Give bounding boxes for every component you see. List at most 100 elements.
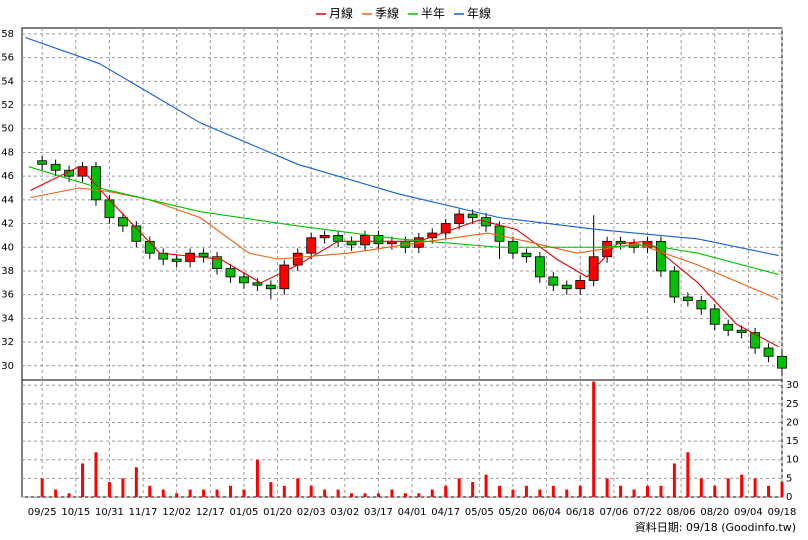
x-tick-label: 05/05 bbox=[465, 507, 494, 518]
volume-bar bbox=[161, 489, 165, 497]
volume-bar bbox=[323, 489, 327, 497]
legend-label: 年線 bbox=[467, 6, 491, 21]
y-tick-label: 42 bbox=[1, 219, 14, 230]
candle-body bbox=[440, 223, 451, 234]
y-tick-label: 52 bbox=[1, 100, 14, 111]
y-tick-label: 30 bbox=[1, 361, 14, 372]
volume-bar bbox=[121, 478, 125, 497]
candle-body bbox=[252, 282, 263, 286]
volume-bar bbox=[148, 485, 152, 497]
volume-tick-label: 20 bbox=[786, 417, 799, 428]
volume-bar bbox=[296, 478, 300, 497]
volume-bar bbox=[350, 493, 354, 497]
legend-label: 月線 bbox=[329, 6, 353, 21]
y-tick-label: 44 bbox=[1, 195, 14, 206]
volume-bar bbox=[551, 485, 555, 497]
candle-body bbox=[521, 252, 532, 258]
volume-bar bbox=[498, 485, 502, 497]
moving-average-line bbox=[25, 36, 779, 257]
candle-body bbox=[656, 240, 666, 272]
volume-bar bbox=[255, 459, 259, 497]
y-tick-label: 34 bbox=[1, 313, 14, 324]
candle-body bbox=[239, 276, 249, 284]
candle-body bbox=[279, 264, 290, 290]
volume-bar bbox=[403, 493, 407, 497]
volume-bar bbox=[430, 489, 434, 497]
volume-bar bbox=[753, 478, 757, 497]
volume-bar bbox=[242, 489, 246, 497]
volume-bar bbox=[713, 485, 717, 497]
candle-body bbox=[682, 296, 693, 301]
volume-tick-label: 15 bbox=[786, 436, 799, 447]
volume-bar bbox=[686, 452, 690, 497]
x-tick-label: 10/31 bbox=[95, 507, 124, 518]
x-tick-label: 08/06 bbox=[667, 507, 696, 518]
volume-bar bbox=[740, 474, 744, 497]
x-tick-label: 10/15 bbox=[61, 507, 90, 518]
volume-tick-label: 10 bbox=[786, 455, 799, 466]
candle-body bbox=[306, 237, 317, 254]
volume-tick-label: 25 bbox=[786, 399, 799, 410]
candle-body bbox=[763, 347, 774, 357]
candle-body bbox=[265, 284, 276, 290]
candle-body bbox=[319, 235, 330, 239]
moving-average-line bbox=[28, 166, 779, 276]
volume-bar bbox=[605, 478, 609, 497]
candle-body bbox=[117, 217, 128, 227]
x-tick-label: 07/22 bbox=[633, 507, 662, 518]
x-tick-label: 01/20 bbox=[263, 507, 292, 518]
legend-label: 半年 bbox=[421, 7, 445, 21]
candle-body bbox=[777, 355, 787, 369]
candle-body bbox=[575, 280, 586, 290]
volume-bar bbox=[780, 482, 784, 497]
x-tick-label: 12/02 bbox=[162, 507, 191, 518]
y-tick-label: 46 bbox=[1, 171, 14, 182]
volume-bar bbox=[592, 381, 596, 497]
volume-bar bbox=[282, 485, 286, 497]
candle-body bbox=[212, 256, 222, 269]
volume-bar bbox=[309, 485, 313, 497]
volume-bar bbox=[511, 489, 515, 497]
volume-bar bbox=[228, 485, 232, 497]
candle-body bbox=[77, 166, 88, 177]
volume-bar bbox=[134, 467, 138, 497]
candle-body bbox=[454, 213, 465, 224]
volume-bar bbox=[269, 482, 273, 497]
volume-bar bbox=[336, 489, 340, 497]
volume-bar bbox=[417, 493, 421, 497]
candle-body bbox=[588, 256, 599, 281]
x-tick-label: 06/04 bbox=[532, 507, 561, 518]
volume-bar bbox=[363, 493, 367, 497]
volume-bar bbox=[457, 478, 461, 497]
candle-body bbox=[561, 284, 572, 290]
volume-bar bbox=[81, 463, 85, 497]
x-tick-label: 04/01 bbox=[398, 507, 427, 518]
candle-body bbox=[467, 213, 478, 219]
candle-body bbox=[373, 235, 384, 245]
x-tick-label: 09/25 bbox=[28, 507, 57, 518]
volume-bar bbox=[538, 489, 542, 497]
volume-bar bbox=[484, 474, 488, 497]
footer: 資料日期: 09/18 (Goodinfo.tw) bbox=[635, 520, 796, 534]
volume-bar bbox=[578, 485, 582, 497]
candle-body bbox=[225, 268, 236, 278]
volume-bar bbox=[444, 485, 448, 497]
volume-bar bbox=[215, 489, 219, 497]
volume-bar bbox=[645, 485, 649, 497]
candle-body bbox=[723, 323, 734, 331]
x-tick-label: 12/17 bbox=[196, 507, 225, 518]
candle-body bbox=[171, 258, 182, 262]
volume-bar bbox=[471, 482, 475, 497]
moving-average-line bbox=[30, 187, 779, 300]
candle-body bbox=[37, 160, 48, 165]
y-tick-label: 32 bbox=[1, 337, 14, 348]
candle-body bbox=[333, 235, 344, 242]
candle-body bbox=[548, 276, 559, 286]
volume-bar bbox=[40, 478, 44, 497]
volume-bar bbox=[107, 482, 111, 497]
volume-bar bbox=[67, 493, 71, 497]
x-tick-label: 03/17 bbox=[364, 507, 393, 518]
volume-bar bbox=[632, 489, 636, 497]
volume-bar bbox=[699, 478, 703, 497]
